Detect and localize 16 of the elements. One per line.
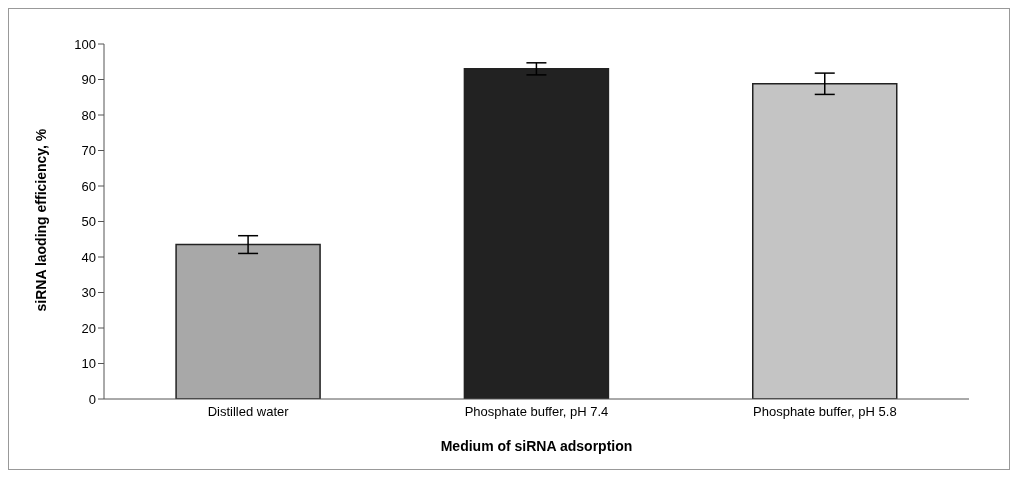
x-axis-title: Medium of siRNA adsorption bbox=[440, 438, 633, 454]
y-tick-label: 30 bbox=[81, 285, 96, 301]
y-tick-label: 80 bbox=[81, 107, 96, 123]
y-tick-label: 40 bbox=[81, 249, 96, 265]
y-tick-label: 90 bbox=[81, 72, 96, 88]
y-tick-label: 60 bbox=[81, 178, 96, 194]
y-tick-label: 20 bbox=[81, 320, 96, 336]
y-tick-label: 0 bbox=[88, 391, 96, 407]
y-tick-label: 10 bbox=[81, 356, 96, 372]
x-tick-label: Phosphate buffer, pH 5.8 bbox=[753, 404, 897, 420]
y-tick-label: 50 bbox=[81, 214, 96, 230]
y-axis-title: siRNA laoding efficiency, % bbox=[32, 128, 49, 312]
x-tick-label: Phosphate buffer, pH 7.4 bbox=[464, 404, 609, 420]
y-tick-label: 70 bbox=[81, 143, 96, 159]
x-tick-label: Distilled water bbox=[207, 404, 290, 420]
y-tick-label: 100 bbox=[74, 36, 96, 52]
